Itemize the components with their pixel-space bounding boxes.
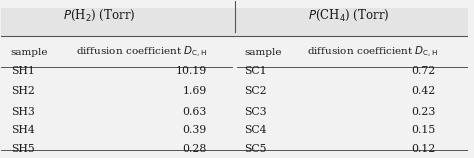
Text: $P$(CH$_4$) (Torr): $P$(CH$_4$) (Torr) <box>308 8 390 23</box>
Text: 0.28: 0.28 <box>182 144 207 154</box>
Text: SH4: SH4 <box>11 125 35 135</box>
Text: SH5: SH5 <box>11 144 35 154</box>
Text: SC5: SC5 <box>244 144 266 154</box>
Text: SC1: SC1 <box>244 66 267 76</box>
Text: 0.72: 0.72 <box>411 66 435 76</box>
Text: 0.39: 0.39 <box>182 125 207 135</box>
Text: 0.42: 0.42 <box>411 86 435 96</box>
Text: SC2: SC2 <box>244 86 267 96</box>
Text: sample: sample <box>11 48 48 57</box>
Bar <box>1 8 468 36</box>
Text: 0.15: 0.15 <box>411 125 435 135</box>
Text: diffusion coefficient $D_{\mathrm{C,H}}$: diffusion coefficient $D_{\mathrm{C,H}}$ <box>76 45 208 60</box>
Text: SH3: SH3 <box>11 107 35 117</box>
Text: SC3: SC3 <box>244 107 267 117</box>
Text: 1.69: 1.69 <box>182 86 207 96</box>
Text: 0.12: 0.12 <box>411 144 435 154</box>
Text: 10.19: 10.19 <box>175 66 207 76</box>
Text: 0.23: 0.23 <box>411 107 435 117</box>
Text: diffusion coefficient $D_{\mathrm{C,H}}$: diffusion coefficient $D_{\mathrm{C,H}}$ <box>307 45 438 60</box>
Text: SH2: SH2 <box>11 86 35 96</box>
Text: $P$(H$_2$) (Torr): $P$(H$_2$) (Torr) <box>63 8 136 23</box>
Text: SH1: SH1 <box>11 66 35 76</box>
Text: 0.63: 0.63 <box>182 107 207 117</box>
Text: sample: sample <box>244 48 282 57</box>
Text: SC4: SC4 <box>244 125 266 135</box>
